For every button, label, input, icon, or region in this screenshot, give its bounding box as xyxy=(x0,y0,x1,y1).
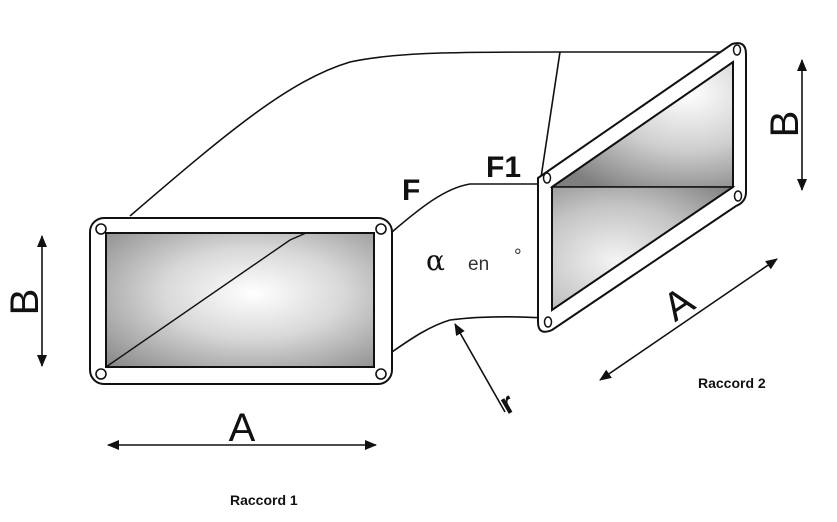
label-raccord-1: Raccord 1 xyxy=(230,492,298,508)
label-a-left: A xyxy=(229,406,256,450)
left-bolt-hole-bl xyxy=(95,368,107,380)
left-flange-opening xyxy=(105,232,375,368)
label-f1: F1 xyxy=(486,151,521,184)
left-bolt-hole-tl xyxy=(95,223,107,235)
label-raccord-2: Raccord 2 xyxy=(698,375,766,391)
label-alpha: α xyxy=(426,244,445,277)
duct-body xyxy=(129,51,730,353)
duct-top-curve xyxy=(129,51,730,217)
label-b-left: B xyxy=(3,289,47,316)
label-alpha-unit: en xyxy=(468,254,489,275)
dim-r-arrow xyxy=(454,323,506,413)
duct-upper-throat xyxy=(391,183,540,233)
left-bolt-hole-tr xyxy=(375,223,387,235)
right-bolt-hole-tl xyxy=(542,172,552,184)
right-bolt-hole-br xyxy=(733,190,743,202)
duct-lower-throat xyxy=(391,315,546,353)
label-a-right: A xyxy=(655,278,702,330)
right-bolt-hole-bl xyxy=(543,316,553,328)
dim-a-right-arrow xyxy=(599,258,778,381)
label-radius: r xyxy=(494,386,521,421)
label-f: F xyxy=(402,174,420,207)
right-flange xyxy=(537,42,747,333)
left-flange xyxy=(89,217,393,385)
right-flange-opening xyxy=(551,60,734,312)
label-b-right: B xyxy=(763,111,807,138)
label-degree: ° xyxy=(514,246,522,267)
right-bolt-hole-tr xyxy=(732,44,742,56)
left-opening-diagonal xyxy=(105,232,307,368)
left-bolt-hole-br xyxy=(375,368,387,380)
duct-right-side xyxy=(539,51,561,185)
dimension-arrows xyxy=(37,59,807,450)
